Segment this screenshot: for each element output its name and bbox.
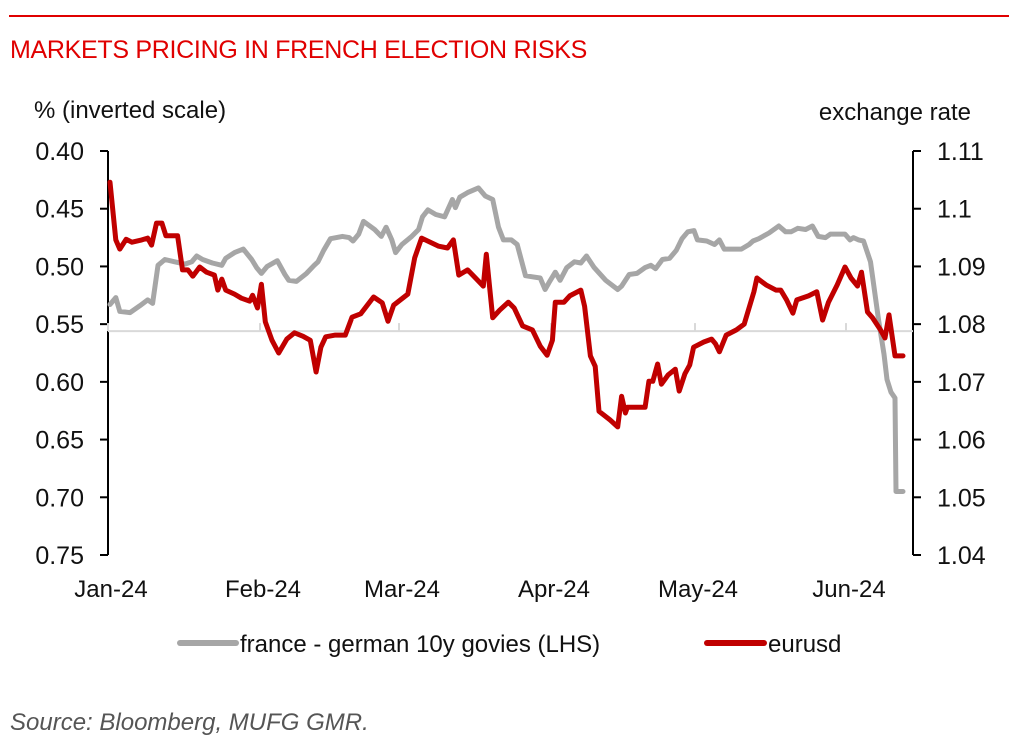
legend: france - german 10y govies (LHS) eurusd xyxy=(177,631,841,658)
series-line-spread xyxy=(107,185,906,494)
y-right-tick-label: 1.08 xyxy=(937,311,986,339)
chart-title: MARKETS PRICING IN FRENCH ELECTION RISKS xyxy=(10,36,587,64)
y-right-tick-label: 1.1 xyxy=(937,196,972,224)
y-right-tick-label: 1.06 xyxy=(937,427,986,455)
y-right-tick-label: 1.07 xyxy=(937,369,986,397)
y-left-tick-label: 0.55 xyxy=(35,311,84,339)
series-lines xyxy=(107,179,906,494)
legend-label: eurusd xyxy=(768,631,841,658)
y-right-axis-label: exchange rate xyxy=(819,99,971,126)
y-left-tick-label: 0.60 xyxy=(35,369,84,397)
y-right-tick-label: 1.05 xyxy=(937,484,986,512)
y-right-tick-label: 1.11 xyxy=(937,138,984,166)
x-tick-label: Apr-24 xyxy=(518,576,590,603)
y-left-tick-label: 0.40 xyxy=(35,138,84,166)
y-left-tick-label: 0.70 xyxy=(35,484,84,512)
series-line-eurusd xyxy=(107,179,906,430)
x-tick-label: Mar-24 xyxy=(364,576,440,603)
y-left-axis-label: % (inverted scale) xyxy=(34,97,226,124)
x-tick-label: Jun-24 xyxy=(812,576,885,603)
y-right-tick-label: 1.04 xyxy=(937,542,986,570)
x-tick-label: May-24 xyxy=(658,576,738,603)
axes: % (inverted scale) exchange rate 0.40 0.45 0… xyxy=(34,97,986,603)
y-left-tick-label: 0.65 xyxy=(35,427,84,455)
top-divider xyxy=(9,15,1009,17)
x-tick-label: Jan-24 xyxy=(74,576,147,603)
legend-label: france - german 10y govies (LHS) xyxy=(240,631,600,658)
source-note: Source: Bloomberg, MUFG GMR. xyxy=(10,709,369,736)
x-tick-label: Feb-24 xyxy=(225,576,301,603)
y-left-tick-label: 0.45 xyxy=(35,196,84,224)
y-left-tick-label: 0.75 xyxy=(35,542,84,570)
y-left-tick-label: 0.50 xyxy=(35,253,84,281)
y-right-tick-label: 1.09 xyxy=(937,253,986,281)
